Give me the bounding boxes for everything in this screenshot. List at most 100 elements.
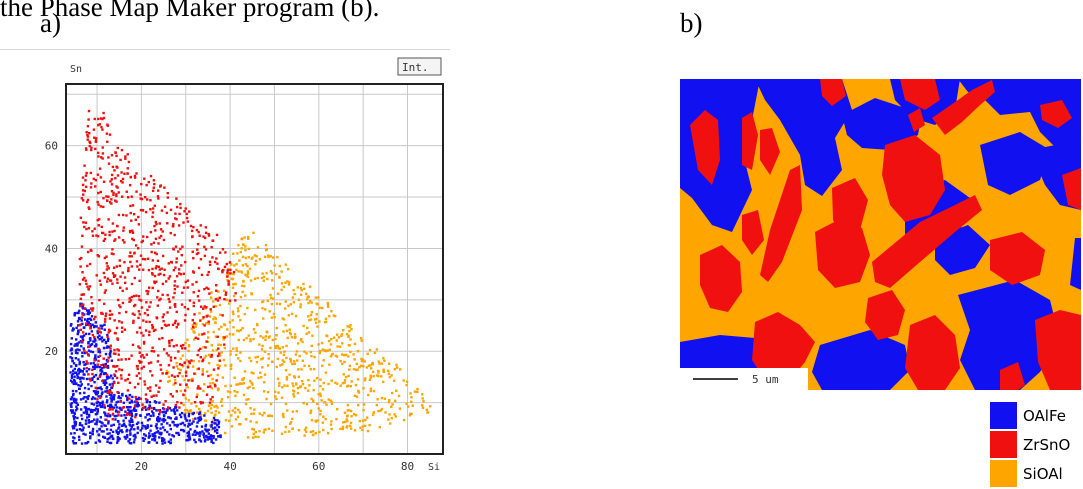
scatter-point-sioal xyxy=(251,427,254,431)
scatter-point-sioal xyxy=(291,389,295,392)
scatter-point-sioal xyxy=(372,411,376,414)
scatter-point-zrsno xyxy=(159,234,163,238)
scatter-point-zrsno xyxy=(127,266,130,270)
scatter-point-zrsno xyxy=(128,229,132,233)
scatter-point-sioal xyxy=(222,338,225,341)
scatter-point-zrsno xyxy=(216,262,219,265)
scatter-point-zrsno xyxy=(116,224,119,228)
scatter-point-zrsno xyxy=(102,239,105,243)
scatter-point-sioal xyxy=(330,337,333,341)
scatter-point-zrsno xyxy=(87,354,91,357)
scatter-point-oalfe xyxy=(72,436,75,439)
scatter-point-zrsno xyxy=(221,314,224,317)
scatter-point-oalfe xyxy=(116,436,120,439)
scatter-point-sioal xyxy=(241,378,245,382)
scatter-point-zrsno xyxy=(150,349,153,353)
scatter-point-zrsno xyxy=(179,383,182,386)
scatter-point-oalfe xyxy=(145,400,149,404)
scatter-point-sioal xyxy=(357,391,361,394)
scatter-point-oalfe xyxy=(198,411,202,414)
scatter-point-zrsno xyxy=(179,344,183,348)
scatter-point-oalfe xyxy=(91,410,94,414)
scatter-point-zrsno xyxy=(161,315,165,319)
scatter-point-zrsno xyxy=(117,381,120,385)
scatter-point-zrsno xyxy=(113,319,116,322)
scatter-point-sioal xyxy=(296,386,300,390)
scatter-point-oalfe xyxy=(74,371,77,375)
scatter-point-zrsno xyxy=(149,361,153,364)
scatter-point-oalfe xyxy=(71,440,75,443)
scatter-point-sioal xyxy=(340,353,344,356)
scatter-point-zrsno xyxy=(142,235,145,238)
scatter-point-oalfe xyxy=(77,372,80,375)
scatter-point-zrsno xyxy=(119,158,122,162)
scatter-point-oalfe xyxy=(135,397,138,401)
scatter-point-zrsno xyxy=(99,117,103,120)
scatter-point-oalfe xyxy=(82,360,85,364)
scatter-point-oalfe xyxy=(91,408,95,412)
scatter-point-zrsno xyxy=(228,261,232,264)
scatter-point-sioal xyxy=(397,394,401,398)
scatter-point-oalfe xyxy=(110,424,113,427)
scatter-point-oalfe xyxy=(122,422,126,425)
scatter-point-sioal xyxy=(210,403,214,407)
scatter-point-sioal xyxy=(355,362,358,366)
scatter-point-oalfe xyxy=(186,434,190,438)
scatter-point-sioal xyxy=(421,397,424,400)
scatter-point-oalfe xyxy=(162,426,165,429)
scatter-point-sioal xyxy=(184,411,187,415)
int-button[interactable]: Int. xyxy=(397,57,442,76)
scatter-point-oalfe xyxy=(179,422,182,426)
scatter-point-zrsno xyxy=(137,223,141,226)
scatter-point-sioal xyxy=(276,292,280,295)
scatter-point-zrsno xyxy=(234,299,237,302)
scatter-point-sioal xyxy=(256,246,260,249)
scatter-point-zrsno xyxy=(84,147,88,150)
scatter-point-zrsno xyxy=(180,401,183,405)
scatter-point-sioal xyxy=(280,270,283,273)
scatter-point-zrsno xyxy=(90,295,93,299)
scatter-point-zrsno xyxy=(158,185,162,188)
scatter-point-sioal xyxy=(387,400,391,404)
scatter-point-oalfe xyxy=(89,318,93,322)
scatter-point-zrsno xyxy=(86,124,90,128)
scatter-point-oalfe xyxy=(163,428,167,432)
scatter-point-oalfe xyxy=(141,424,144,427)
scatter-point-oalfe xyxy=(104,412,107,415)
scatter-point-oalfe xyxy=(154,401,158,404)
scatter-point-sioal xyxy=(421,393,424,396)
scatter-point-oalfe xyxy=(89,435,92,438)
scatter-point-zrsno xyxy=(197,251,200,255)
scatter-point-zrsno xyxy=(133,176,137,179)
scatter-point-oalfe xyxy=(185,438,188,442)
scatter-point-zrsno xyxy=(92,177,96,181)
scatter-point-zrsno xyxy=(191,319,194,322)
scatter-point-sioal xyxy=(361,425,365,428)
scatter-point-oalfe xyxy=(187,412,191,416)
scatter-point-zrsno xyxy=(120,148,124,152)
scatter-point-zrsno xyxy=(149,389,152,392)
scatter-point-oalfe xyxy=(70,322,73,326)
scatter-point-oalfe xyxy=(89,339,92,342)
scatter-point-oalfe xyxy=(73,411,76,415)
scatter-point-zrsno xyxy=(154,220,158,224)
scatter-point-oalfe xyxy=(82,347,85,350)
scatter-point-zrsno xyxy=(154,229,157,232)
scatter-point-sioal xyxy=(261,366,264,369)
scatter-point-oalfe xyxy=(131,420,134,424)
scatter-point-oalfe xyxy=(121,430,124,434)
scatter-point-zrsno xyxy=(96,363,100,366)
x-tick-label: 40 xyxy=(223,460,236,473)
scatter-point-zrsno xyxy=(175,326,178,329)
scatter-point-oalfe xyxy=(73,344,76,347)
scatter-point-oalfe xyxy=(123,424,126,427)
scatter-point-oalfe xyxy=(76,373,79,376)
scatter-point-zrsno xyxy=(158,268,162,271)
scatter-point-zrsno xyxy=(189,224,193,228)
scatter-point-sioal xyxy=(335,382,339,385)
scatter-point-oalfe xyxy=(72,442,76,445)
scatter-point-oalfe xyxy=(103,406,107,409)
scatter-point-sioal xyxy=(232,326,235,329)
scatter-point-zrsno xyxy=(140,240,143,244)
scatter-point-zrsno xyxy=(83,349,86,352)
